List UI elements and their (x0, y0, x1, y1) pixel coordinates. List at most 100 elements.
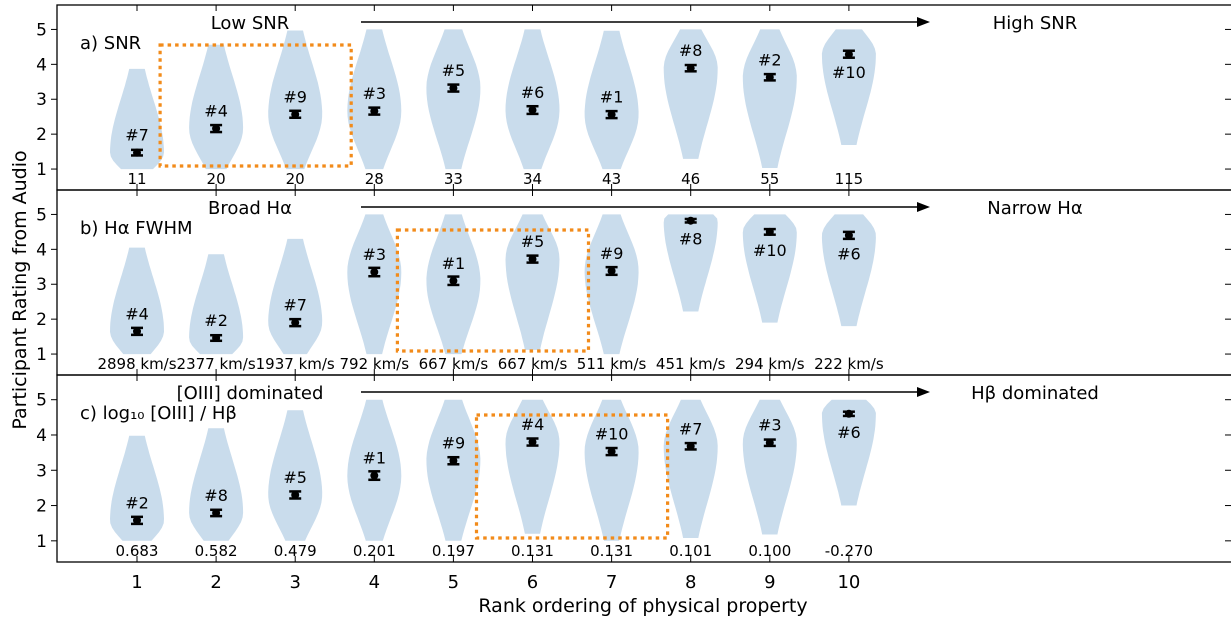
violin-7 (584, 30, 639, 170)
y-tick-label: 3 (36, 461, 47, 481)
mean-point (370, 268, 379, 277)
x-tick-label: 9 (764, 572, 775, 593)
source-id-label: #2 (758, 50, 782, 69)
violin-2 (189, 428, 244, 541)
source-id-label: #10 (753, 241, 787, 260)
mean-point (449, 456, 458, 465)
source-id-label: #5 (283, 468, 307, 487)
property-value-label: 2377 km/s (177, 355, 256, 373)
mean-point (844, 409, 853, 418)
violin-3 (268, 238, 323, 355)
source-id-label: #1 (363, 449, 387, 468)
source-id-label: #6 (837, 423, 861, 442)
mean-point (449, 276, 458, 285)
source-id-label: #1 (600, 88, 624, 107)
violin-9 (742, 29, 797, 169)
source-id-label: #5 (442, 61, 466, 80)
mean-point (212, 334, 221, 342)
mean-point (765, 227, 774, 236)
direction-arrowhead (917, 387, 930, 397)
property-value-label: 0.582 (195, 542, 238, 560)
mean-point (449, 84, 458, 93)
property-value-label: 451 km/s (656, 355, 726, 373)
direction-right-label: Narrow Hα (987, 198, 1082, 219)
violin-2 (189, 254, 244, 355)
mean-point (686, 216, 695, 225)
mean-point (291, 318, 300, 327)
source-id-label: #10 (595, 425, 629, 444)
violin-10 (821, 29, 876, 145)
violin-10 (821, 399, 876, 506)
mean-point (844, 231, 853, 240)
property-value-label: 20 (207, 170, 226, 188)
panel-label: a) SNR (80, 33, 141, 54)
y-tick-label: 4 (36, 426, 47, 446)
violin-7 (584, 214, 639, 355)
mean-point (133, 516, 141, 525)
x-tick-label: 10 (837, 572, 860, 593)
property-value-label: 0.101 (669, 542, 712, 560)
property-value-label: 34 (523, 170, 542, 188)
property-value-label: 46 (681, 170, 700, 188)
property-value-label: 28 (365, 170, 384, 188)
mean-point (607, 266, 616, 275)
property-value-label: 0.100 (748, 542, 791, 560)
direction-left-label: Broad Hα (208, 198, 292, 219)
property-value-label: -0.270 (825, 542, 873, 560)
y-tick-label: 5 (36, 205, 47, 225)
mean-point (291, 490, 300, 499)
violin-1 (110, 247, 164, 355)
x-tick-label: 4 (369, 572, 380, 593)
source-id-label: #6 (837, 244, 861, 263)
property-value-label: 11 (127, 170, 146, 188)
source-id-label: #9 (600, 244, 624, 263)
violin-5 (426, 399, 481, 541)
mean-point (765, 438, 774, 447)
direction-right-label: High SNR (993, 13, 1078, 34)
source-id-label: #3 (363, 84, 387, 103)
property-value-label: 0.683 (116, 542, 159, 560)
violin-6 (505, 399, 560, 534)
highlight-box (395, 228, 591, 353)
panel-label: c) log₁₀ [OIII] / Hβ (80, 403, 237, 424)
source-id-label: #8 (679, 41, 703, 60)
violin-4 (347, 29, 402, 170)
x-tick-label: 1 (131, 572, 142, 593)
property-value-label: 294 km/s (735, 355, 805, 373)
source-id-label: #1 (442, 254, 466, 273)
mean-point (370, 471, 379, 480)
y-tick-label: 2 (36, 497, 47, 517)
property-value-label: 511 km/s (577, 355, 647, 373)
direction-arrowhead (917, 17, 930, 27)
mean-point (528, 106, 537, 115)
y-tick-label: 4 (36, 55, 47, 75)
violin-9 (742, 214, 797, 323)
mean-point (133, 327, 141, 336)
y-tick-label: 3 (36, 90, 47, 110)
mean-point (607, 447, 616, 456)
source-id-label: #4 (204, 102, 228, 121)
violin-6 (505, 214, 560, 350)
property-value-label: 43 (602, 170, 621, 188)
mean-point (528, 438, 537, 447)
source-id-label: #5 (521, 232, 545, 251)
panel-frame (56, 374, 1231, 563)
source-id-label: #8 (679, 230, 703, 249)
source-id-label: #6 (521, 83, 545, 102)
y-tick-label: 3 (36, 275, 47, 295)
x-tick-label: 7 (606, 572, 617, 593)
x-tick-label: 3 (289, 572, 300, 593)
source-id-label: #2 (204, 311, 228, 330)
direction-arrowhead (917, 202, 930, 212)
violin-8 (663, 214, 718, 312)
mean-point (291, 110, 300, 119)
source-id-label: #4 (125, 304, 149, 323)
violin-8 (663, 29, 718, 159)
property-value-label: 0.479 (274, 542, 317, 560)
mean-point (844, 50, 853, 59)
property-value-label: 222 km/s (814, 355, 884, 373)
violin-6 (505, 29, 560, 170)
x-tick-label: 8 (685, 572, 696, 593)
panel-1: 12345#711#420#920#328#533#634#143#846#25… (36, 4, 1231, 191)
